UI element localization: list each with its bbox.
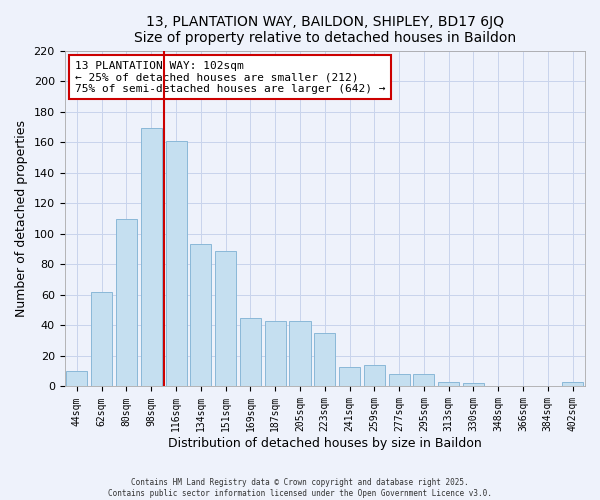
Bar (141, 128, 162, 386)
Bar (364, 365, 385, 386)
X-axis label: Distribution of detached houses by size in Baildon: Distribution of detached houses by size … (168, 437, 482, 450)
Title: 13, PLANTATION WAY, BAILDON, SHIPLEY, BD17 6JQ
Size of property relative to deta: 13, PLANTATION WAY, BAILDON, SHIPLEY, BD… (134, 15, 516, 45)
Bar (562, 382, 583, 386)
Bar (314, 333, 335, 386)
Bar (67, 371, 88, 386)
Bar (413, 374, 434, 386)
Bar (190, 244, 211, 386)
Bar (166, 140, 187, 386)
Bar (240, 318, 261, 386)
Y-axis label: Number of detached properties: Number of detached properties (15, 120, 28, 317)
Bar (116, 218, 137, 386)
Bar (463, 384, 484, 386)
Bar (438, 382, 459, 386)
Bar (265, 321, 286, 386)
Text: 13 PLANTATION WAY: 102sqm
← 25% of detached houses are smaller (212)
75% of semi: 13 PLANTATION WAY: 102sqm ← 25% of detac… (75, 60, 385, 94)
Text: Contains HM Land Registry data © Crown copyright and database right 2025.
Contai: Contains HM Land Registry data © Crown c… (108, 478, 492, 498)
Bar (389, 374, 410, 386)
Bar (339, 366, 360, 386)
Bar (289, 321, 311, 386)
Bar (91, 292, 112, 386)
Bar (215, 250, 236, 386)
